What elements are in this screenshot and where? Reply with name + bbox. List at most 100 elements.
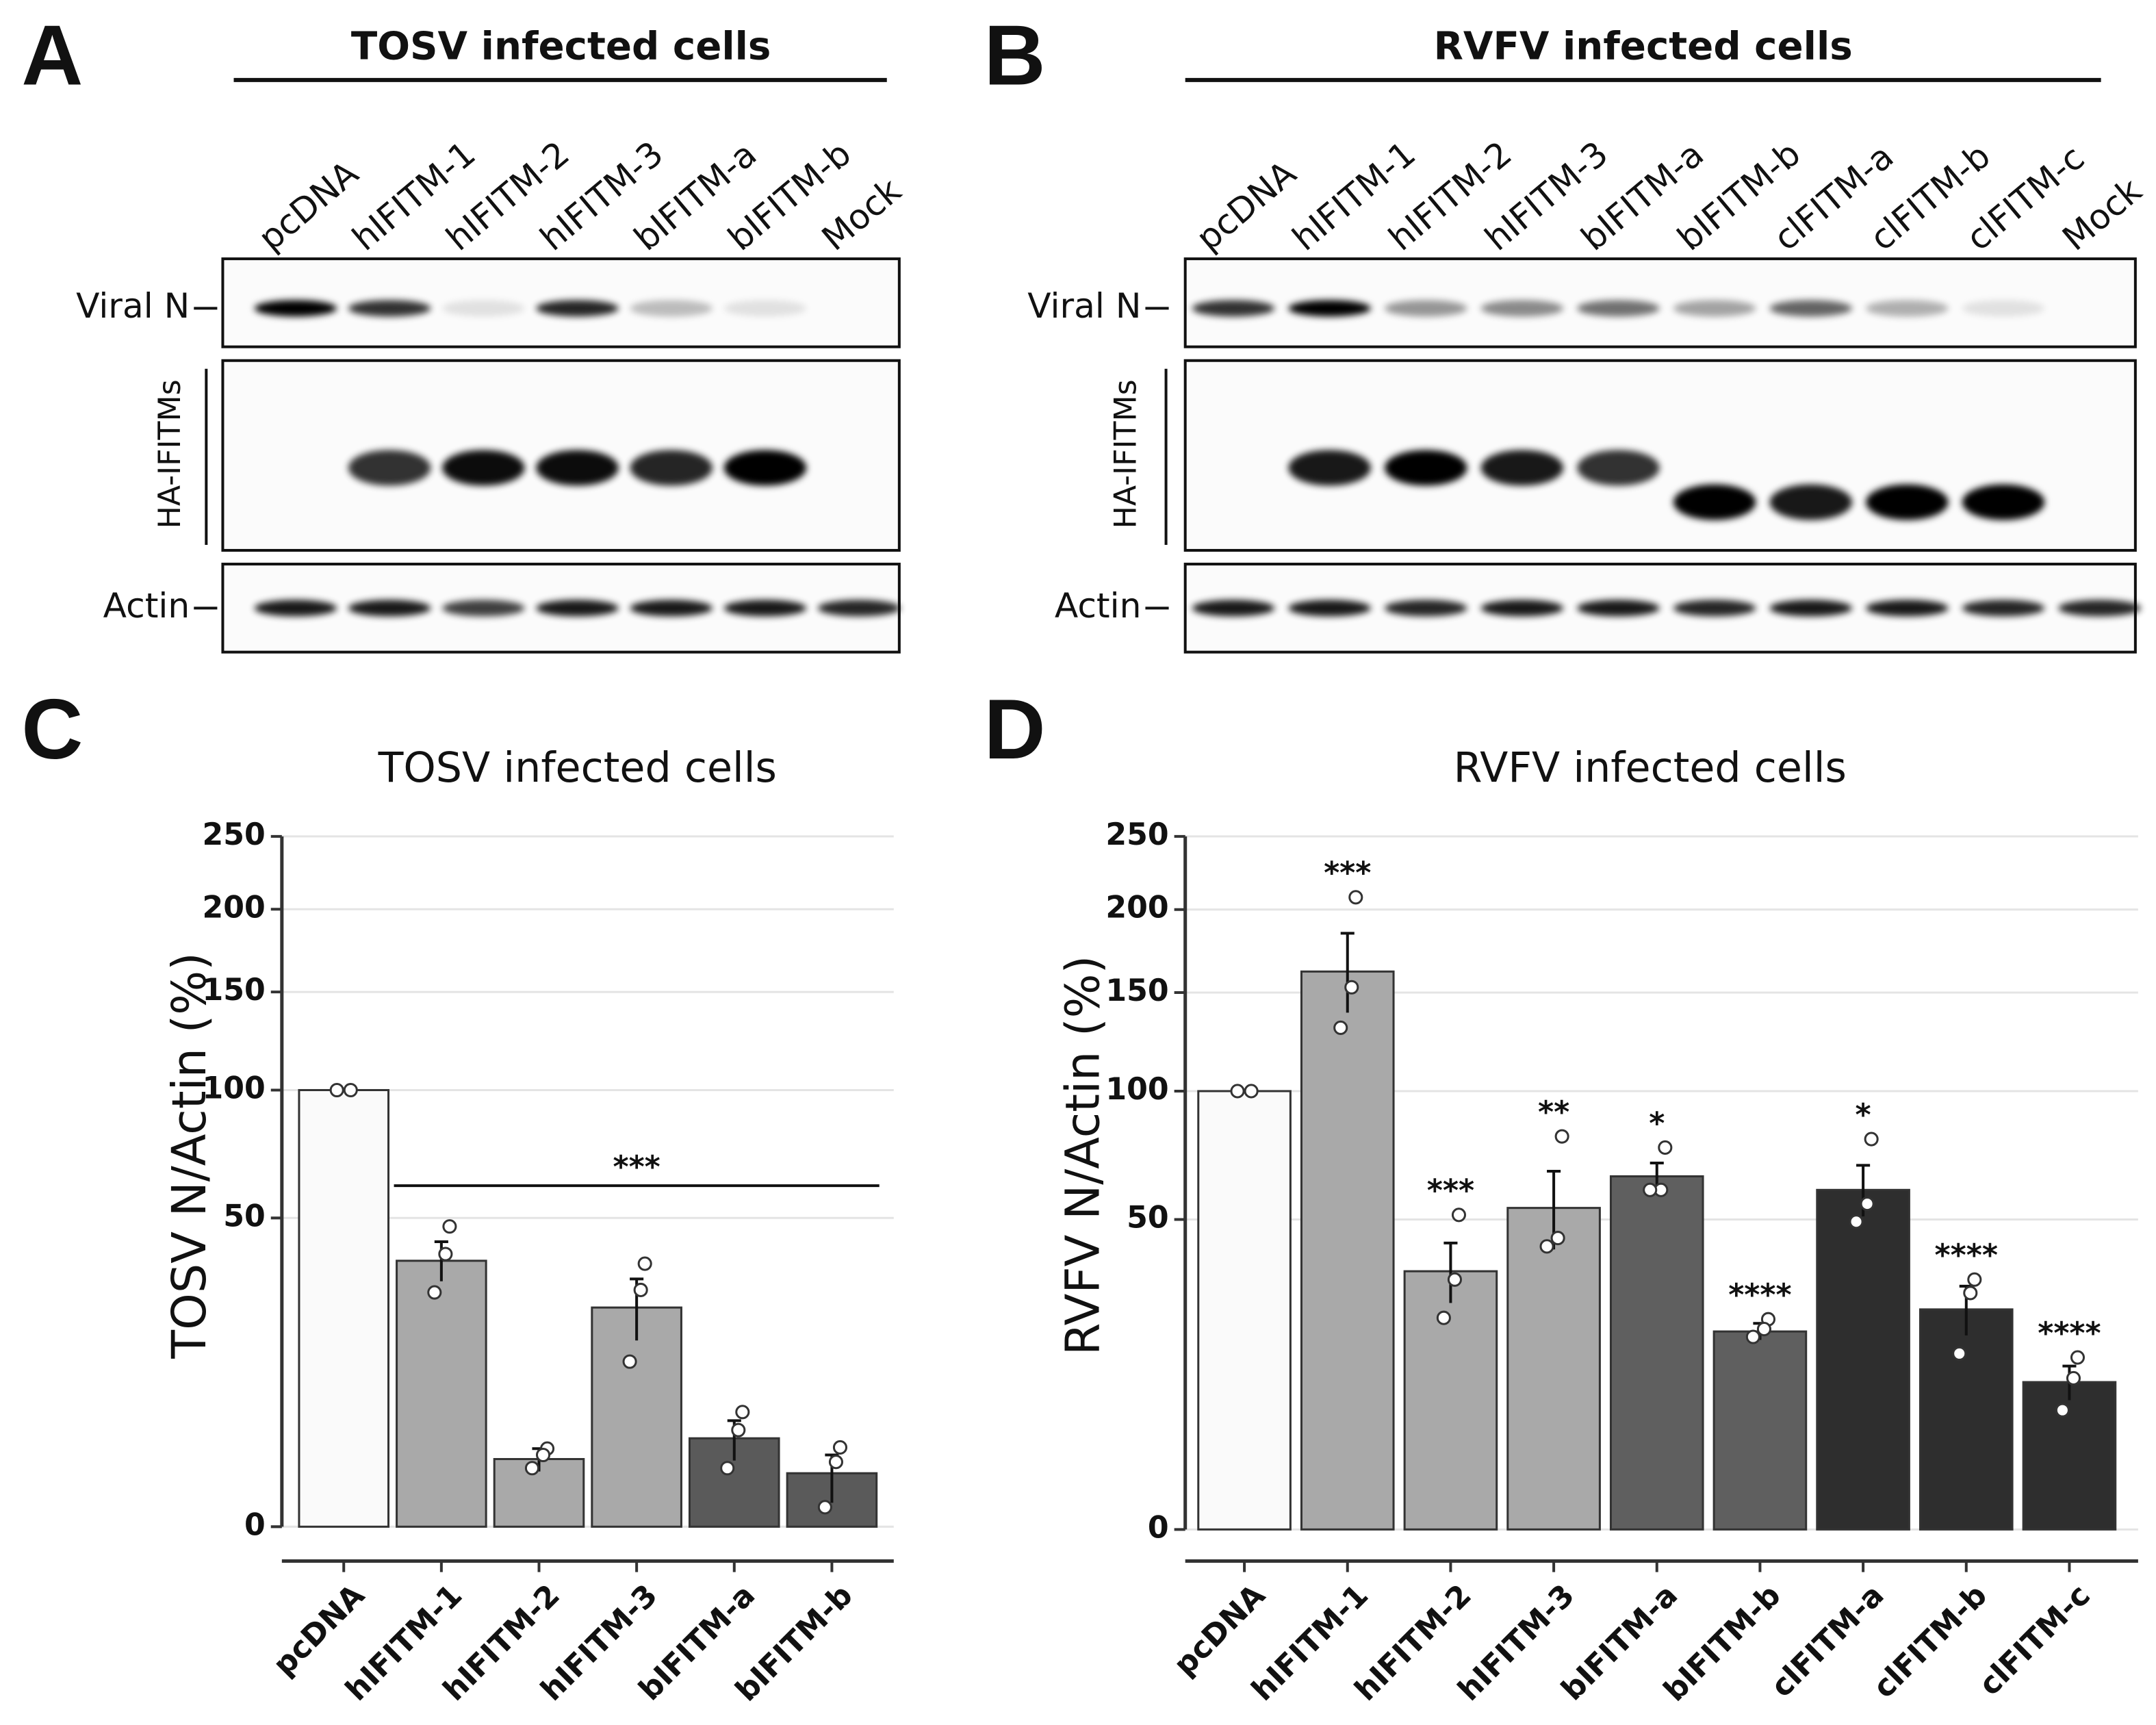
- band: [1769, 300, 1853, 317]
- y-tick-label: 250: [202, 817, 265, 852]
- bar: [1197, 1090, 1292, 1531]
- data-point: [1643, 1182, 1658, 1197]
- bar: [2022, 1381, 2117, 1531]
- data-point: [329, 1082, 344, 1098]
- band: [1480, 600, 1564, 617]
- band: [442, 450, 525, 486]
- band: [723, 450, 807, 486]
- significance: ****: [1935, 1238, 1998, 1273]
- row-label: HA-IFITMs: [1108, 379, 1143, 528]
- band: [2058, 600, 2141, 617]
- blot-title: TOSV infected cells: [351, 24, 771, 68]
- row-label: HA-IFITMs: [153, 379, 188, 528]
- chart-title: RVFV infected cells: [1454, 744, 1847, 792]
- data-point: [1860, 1197, 1875, 1212]
- x-tick-label: pcDNA: [1167, 1578, 1272, 1683]
- panel-label: A: [21, 8, 83, 103]
- band: [1192, 300, 1275, 317]
- band: [254, 600, 337, 617]
- bar: [1712, 1330, 1808, 1531]
- band: [723, 600, 807, 617]
- band: [723, 300, 807, 317]
- data-point: [735, 1405, 750, 1420]
- data-point: [633, 1282, 648, 1298]
- y-axis-label: TOSV N/Actin (%): [163, 952, 217, 1359]
- data-point: [1963, 1286, 1978, 1301]
- band: [817, 600, 901, 617]
- band: [1577, 600, 1660, 617]
- band: [1288, 600, 1371, 617]
- data-point: [2066, 1370, 2081, 1385]
- data-point: [1539, 1239, 1554, 1254]
- data-point: [1864, 1132, 1879, 1147]
- y-tick-label: 200: [202, 890, 265, 925]
- row-label: Viral N: [1027, 285, 1141, 326]
- y-tick-label: 150: [202, 973, 265, 1008]
- lane-label: pcDNA: [1188, 153, 1303, 259]
- bar: [396, 1260, 487, 1528]
- band: [1962, 300, 2045, 317]
- band: [630, 300, 713, 317]
- data-point: [1550, 1231, 1565, 1246]
- data-point: [1658, 1140, 1673, 1155]
- y-tick-label: 0: [1148, 1510, 1169, 1545]
- data-point: [1849, 1214, 1864, 1229]
- data-point: [1447, 1272, 1462, 1287]
- band: [1769, 484, 1853, 520]
- data-point: [1244, 1084, 1259, 1099]
- data-point: [1554, 1129, 1569, 1144]
- significance: ***: [1324, 856, 1371, 891]
- band: [1577, 450, 1660, 486]
- significance: *: [1856, 1098, 1871, 1133]
- band: [348, 600, 431, 617]
- bar: [1918, 1308, 2014, 1531]
- data-point: [828, 1455, 843, 1470]
- band: [1288, 300, 1371, 317]
- band: [1962, 600, 2045, 617]
- bar: [1816, 1188, 1910, 1531]
- panel-label: B: [984, 8, 1046, 103]
- y-tick-label: 0: [244, 1507, 266, 1542]
- band: [1384, 450, 1467, 486]
- band: [1866, 300, 1949, 317]
- y-tick-label: 100: [202, 1071, 265, 1106]
- band: [1192, 600, 1275, 617]
- band: [536, 600, 619, 617]
- band: [442, 600, 525, 617]
- data-point: [637, 1256, 652, 1271]
- panel-label: C: [21, 682, 83, 777]
- row-label: Viral N: [76, 285, 190, 326]
- y-tick-label: 200: [1105, 891, 1168, 925]
- band: [1866, 484, 1949, 520]
- data-point: [1756, 1322, 1772, 1337]
- blot-title: RVFV infected cells: [1434, 24, 1853, 68]
- data-point: [442, 1219, 457, 1234]
- significance: *: [1649, 1106, 1665, 1141]
- data-point: [720, 1461, 735, 1476]
- chart-title: TOSV infected cells: [378, 744, 777, 792]
- y-tick-label: 250: [1105, 817, 1168, 852]
- data-point: [1952, 1346, 1967, 1361]
- band: [1673, 484, 1756, 520]
- band: [1769, 600, 1853, 617]
- band: [1288, 450, 1371, 486]
- data-point: [1451, 1208, 1467, 1223]
- bar: [1300, 970, 1395, 1531]
- band: [1384, 300, 1467, 317]
- data-point: [438, 1247, 453, 1262]
- band: [630, 450, 713, 486]
- x-tick-label: clFITM-c: [1973, 1578, 2097, 1702]
- data-point: [1967, 1272, 1982, 1287]
- data-point: [832, 1440, 848, 1455]
- band: [348, 300, 431, 317]
- row-label: Actin: [103, 585, 190, 626]
- band: [1673, 300, 1756, 317]
- bar: [1506, 1207, 1601, 1531]
- band: [536, 450, 619, 486]
- significance: **: [1538, 1095, 1569, 1130]
- data-point: [817, 1500, 832, 1515]
- significance: ***: [1427, 1174, 1474, 1209]
- band: [1866, 600, 1949, 617]
- data-point: [731, 1422, 746, 1438]
- band: [442, 300, 525, 317]
